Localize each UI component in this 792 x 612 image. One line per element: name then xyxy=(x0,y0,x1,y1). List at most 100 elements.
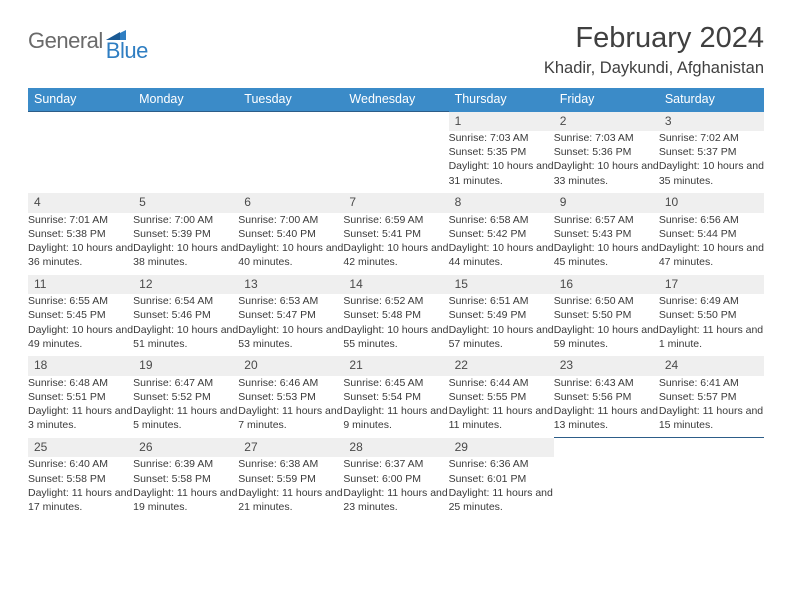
sunset-line: Sunset: 5:56 PM xyxy=(554,390,659,404)
day-detail-cell: Sunrise: 6:50 AMSunset: 5:50 PMDaylight:… xyxy=(554,294,659,356)
day-detail-cell: Sunrise: 6:44 AMSunset: 5:55 PMDaylight:… xyxy=(449,376,554,438)
sunset-line: Sunset: 5:35 PM xyxy=(449,145,554,159)
day-detail-cell xyxy=(343,131,448,193)
sunrise-line: Sunrise: 6:47 AM xyxy=(133,376,238,390)
day-number: 14 xyxy=(343,275,448,295)
day-detail-cell: Sunrise: 6:36 AMSunset: 6:01 PMDaylight:… xyxy=(449,457,554,519)
day-number: 17 xyxy=(659,275,764,295)
week-detail-row: Sunrise: 6:40 AMSunset: 5:58 PMDaylight:… xyxy=(28,457,764,519)
sunset-line: Sunset: 5:58 PM xyxy=(28,472,133,486)
daylight-line: Daylight: 10 hours and 42 minutes. xyxy=(343,241,448,269)
day-number: 13 xyxy=(238,275,343,295)
day-number: 21 xyxy=(343,356,448,376)
day-number-cell: 7 xyxy=(343,193,448,213)
sunrise-line: Sunrise: 6:55 AM xyxy=(28,294,133,308)
day-number-cell: 18 xyxy=(28,356,133,376)
weekday-header: Monday xyxy=(133,88,238,112)
weekday-header-row: Sunday Monday Tuesday Wednesday Thursday… xyxy=(28,88,764,112)
sunrise-line: Sunrise: 6:41 AM xyxy=(659,376,764,390)
day-number-cell xyxy=(238,112,343,132)
day-number-cell: 27 xyxy=(238,438,343,458)
sunrise-line: Sunrise: 6:38 AM xyxy=(238,457,343,471)
daylight-line: Daylight: 11 hours and 17 minutes. xyxy=(28,486,133,514)
sunrise-line: Sunrise: 6:58 AM xyxy=(449,213,554,227)
day-number: 23 xyxy=(554,356,659,376)
day-number: 19 xyxy=(133,356,238,376)
day-detail-cell: Sunrise: 6:40 AMSunset: 5:58 PMDaylight:… xyxy=(28,457,133,519)
weekday-header: Sunday xyxy=(28,88,133,112)
day-number: 28 xyxy=(343,438,448,458)
day-detail-cell: Sunrise: 6:52 AMSunset: 5:48 PMDaylight:… xyxy=(343,294,448,356)
daylight-line: Daylight: 10 hours and 31 minutes. xyxy=(449,159,554,187)
weekday-header: Wednesday xyxy=(343,88,448,112)
day-detail-cell: Sunrise: 6:39 AMSunset: 5:58 PMDaylight:… xyxy=(133,457,238,519)
day-detail-cell: Sunrise: 6:59 AMSunset: 5:41 PMDaylight:… xyxy=(343,213,448,275)
sunrise-line: Sunrise: 6:49 AM xyxy=(659,294,764,308)
day-detail-cell: Sunrise: 6:58 AMSunset: 5:42 PMDaylight:… xyxy=(449,213,554,275)
sunrise-line: Sunrise: 6:45 AM xyxy=(343,376,448,390)
weekday-header: Thursday xyxy=(449,88,554,112)
sunrise-line: Sunrise: 6:48 AM xyxy=(28,376,133,390)
sunset-line: Sunset: 5:57 PM xyxy=(659,390,764,404)
day-detail-cell: Sunrise: 6:57 AMSunset: 5:43 PMDaylight:… xyxy=(554,213,659,275)
sunrise-line: Sunrise: 7:00 AM xyxy=(133,213,238,227)
daylight-line: Daylight: 10 hours and 47 minutes. xyxy=(659,241,764,269)
sunset-line: Sunset: 5:55 PM xyxy=(449,390,554,404)
sunset-line: Sunset: 5:39 PM xyxy=(133,227,238,241)
day-number-cell: 26 xyxy=(133,438,238,458)
day-detail-cell xyxy=(238,131,343,193)
sunrise-line: Sunrise: 6:57 AM xyxy=(554,213,659,227)
day-number-cell: 24 xyxy=(659,356,764,376)
day-detail-cell: Sunrise: 6:37 AMSunset: 6:00 PMDaylight:… xyxy=(343,457,448,519)
page-title: February 2024 xyxy=(544,22,764,55)
sunset-line: Sunset: 5:45 PM xyxy=(28,308,133,322)
sunrise-line: Sunrise: 6:59 AM xyxy=(343,213,448,227)
day-number: 5 xyxy=(133,193,238,213)
day-number: 22 xyxy=(449,356,554,376)
day-number: 27 xyxy=(238,438,343,458)
daylight-line: Daylight: 10 hours and 35 minutes. xyxy=(659,159,764,187)
day-detail-cell: Sunrise: 6:38 AMSunset: 5:59 PMDaylight:… xyxy=(238,457,343,519)
sunset-line: Sunset: 5:59 PM xyxy=(238,472,343,486)
day-number: 12 xyxy=(133,275,238,295)
day-number: 25 xyxy=(28,438,133,458)
day-number-cell: 19 xyxy=(133,356,238,376)
sunrise-line: Sunrise: 6:37 AM xyxy=(343,457,448,471)
day-detail-cell: Sunrise: 6:46 AMSunset: 5:53 PMDaylight:… xyxy=(238,376,343,438)
day-detail-cell xyxy=(28,131,133,193)
daylight-line: Daylight: 11 hours and 19 minutes. xyxy=(133,486,238,514)
day-number: 9 xyxy=(554,193,659,213)
day-detail-cell: Sunrise: 7:01 AMSunset: 5:38 PMDaylight:… xyxy=(28,213,133,275)
day-number-cell: 2 xyxy=(554,112,659,132)
sunset-line: Sunset: 5:50 PM xyxy=(659,308,764,322)
day-number-cell: 29 xyxy=(449,438,554,458)
sunset-line: Sunset: 5:53 PM xyxy=(238,390,343,404)
daylight-line: Daylight: 11 hours and 25 minutes. xyxy=(449,486,554,514)
day-detail-cell: Sunrise: 6:41 AMSunset: 5:57 PMDaylight:… xyxy=(659,376,764,438)
sunset-line: Sunset: 5:36 PM xyxy=(554,145,659,159)
weekday-header: Tuesday xyxy=(238,88,343,112)
sunset-line: Sunset: 5:49 PM xyxy=(449,308,554,322)
daylight-line: Daylight: 10 hours and 44 minutes. xyxy=(449,241,554,269)
day-detail-cell: Sunrise: 6:48 AMSunset: 5:51 PMDaylight:… xyxy=(28,376,133,438)
day-number: 26 xyxy=(133,438,238,458)
week-daynum-row: 11121314151617 xyxy=(28,275,764,295)
daylight-line: Daylight: 10 hours and 45 minutes. xyxy=(554,241,659,269)
day-number-cell: 11 xyxy=(28,275,133,295)
sunset-line: Sunset: 5:51 PM xyxy=(28,390,133,404)
day-number-cell: 20 xyxy=(238,356,343,376)
sunrise-line: Sunrise: 6:43 AM xyxy=(554,376,659,390)
sunset-line: Sunset: 5:44 PM xyxy=(659,227,764,241)
day-number-cell: 8 xyxy=(449,193,554,213)
sunset-line: Sunset: 5:48 PM xyxy=(343,308,448,322)
sunset-line: Sunset: 5:54 PM xyxy=(343,390,448,404)
day-number: 10 xyxy=(659,193,764,213)
day-number-cell: 15 xyxy=(449,275,554,295)
daylight-line: Daylight: 10 hours and 59 minutes. xyxy=(554,323,659,351)
day-number: 24 xyxy=(659,356,764,376)
sunrise-line: Sunrise: 6:52 AM xyxy=(343,294,448,308)
day-detail-cell xyxy=(554,457,659,519)
day-number-cell: 5 xyxy=(133,193,238,213)
day-detail-cell: Sunrise: 7:03 AMSunset: 5:36 PMDaylight:… xyxy=(554,131,659,193)
sunrise-line: Sunrise: 6:46 AM xyxy=(238,376,343,390)
